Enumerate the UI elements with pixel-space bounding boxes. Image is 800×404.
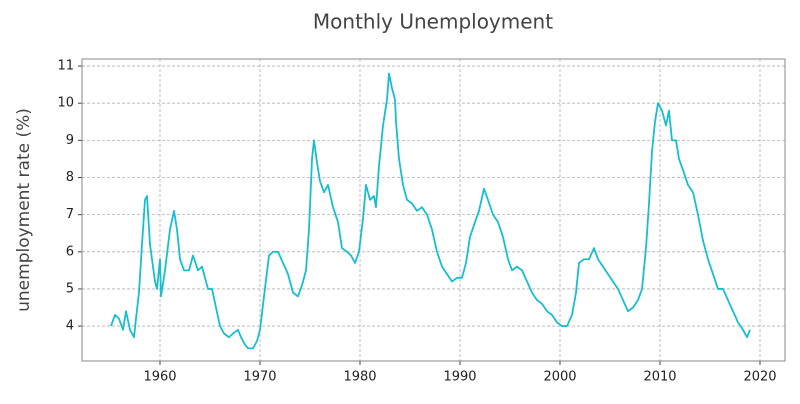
x-tick-label: 1980 [343,370,376,385]
x-tick-label: 1960 [143,370,176,385]
y-tick-label: 6 [66,244,74,259]
y-tick-label: 4 [66,319,74,334]
y-tick-label: 5 [66,281,74,296]
y-tick-label: 9 [66,133,74,148]
x-tick-label: 1990 [443,370,476,385]
y-tick-label: 10 [57,96,74,111]
y-tick-label: 11 [57,59,74,74]
y-tick-label: 7 [66,207,74,222]
chart-title: Monthly Unemployment [313,10,553,34]
y-axis-label: unemployment rate (%) [14,108,34,312]
y-tick-label: 8 [66,170,74,185]
x-tick-label: 2010 [643,370,676,385]
x-tick-label: 2000 [543,370,576,385]
x-tick-label: 1970 [243,370,276,385]
plot-frame [81,58,786,362]
line [110,72,751,350]
x-tick-label: 2020 [743,370,776,385]
